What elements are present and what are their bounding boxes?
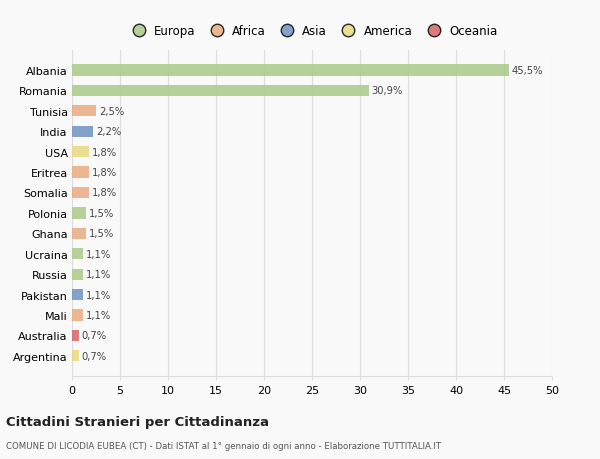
Bar (72, 106, 96, 117)
Text: 2,5%: 2,5% (99, 106, 124, 117)
Text: 1,8%: 1,8% (92, 168, 117, 178)
Text: 1,1%: 1,1% (85, 249, 110, 259)
Legend: Europa, Africa, Asia, America, Oceania: Europa, Africa, Asia, America, Oceania (122, 21, 502, 43)
Bar (72, 208, 86, 219)
Text: 1,8%: 1,8% (92, 147, 117, 157)
Bar (72, 310, 83, 321)
Bar (72, 289, 83, 301)
Text: 1,1%: 1,1% (85, 310, 110, 320)
Text: 30,9%: 30,9% (371, 86, 403, 96)
Text: 1,1%: 1,1% (85, 269, 110, 280)
Text: Cittadini Stranieri per Cittadinanza: Cittadini Stranieri per Cittadinanza (6, 415, 269, 428)
Bar (72, 249, 83, 260)
Bar (72, 86, 368, 97)
Bar (72, 269, 83, 280)
Text: 1,8%: 1,8% (92, 188, 117, 198)
Text: 0,7%: 0,7% (82, 351, 107, 361)
Bar (72, 65, 509, 77)
Bar (72, 167, 89, 178)
Bar (72, 228, 86, 240)
Bar (72, 147, 89, 158)
Text: 1,5%: 1,5% (89, 208, 115, 218)
Bar (72, 330, 79, 341)
Bar (72, 187, 89, 199)
Text: 45,5%: 45,5% (512, 66, 543, 76)
Bar (72, 350, 79, 362)
Bar (72, 126, 93, 138)
Text: 2,2%: 2,2% (96, 127, 121, 137)
Text: 0,7%: 0,7% (82, 330, 107, 341)
Text: 1,5%: 1,5% (89, 229, 115, 239)
Text: 1,1%: 1,1% (85, 290, 110, 300)
Text: COMUNE DI LICODIA EUBEA (CT) - Dati ISTAT al 1° gennaio di ogni anno - Elaborazi: COMUNE DI LICODIA EUBEA (CT) - Dati ISTA… (6, 441, 441, 450)
